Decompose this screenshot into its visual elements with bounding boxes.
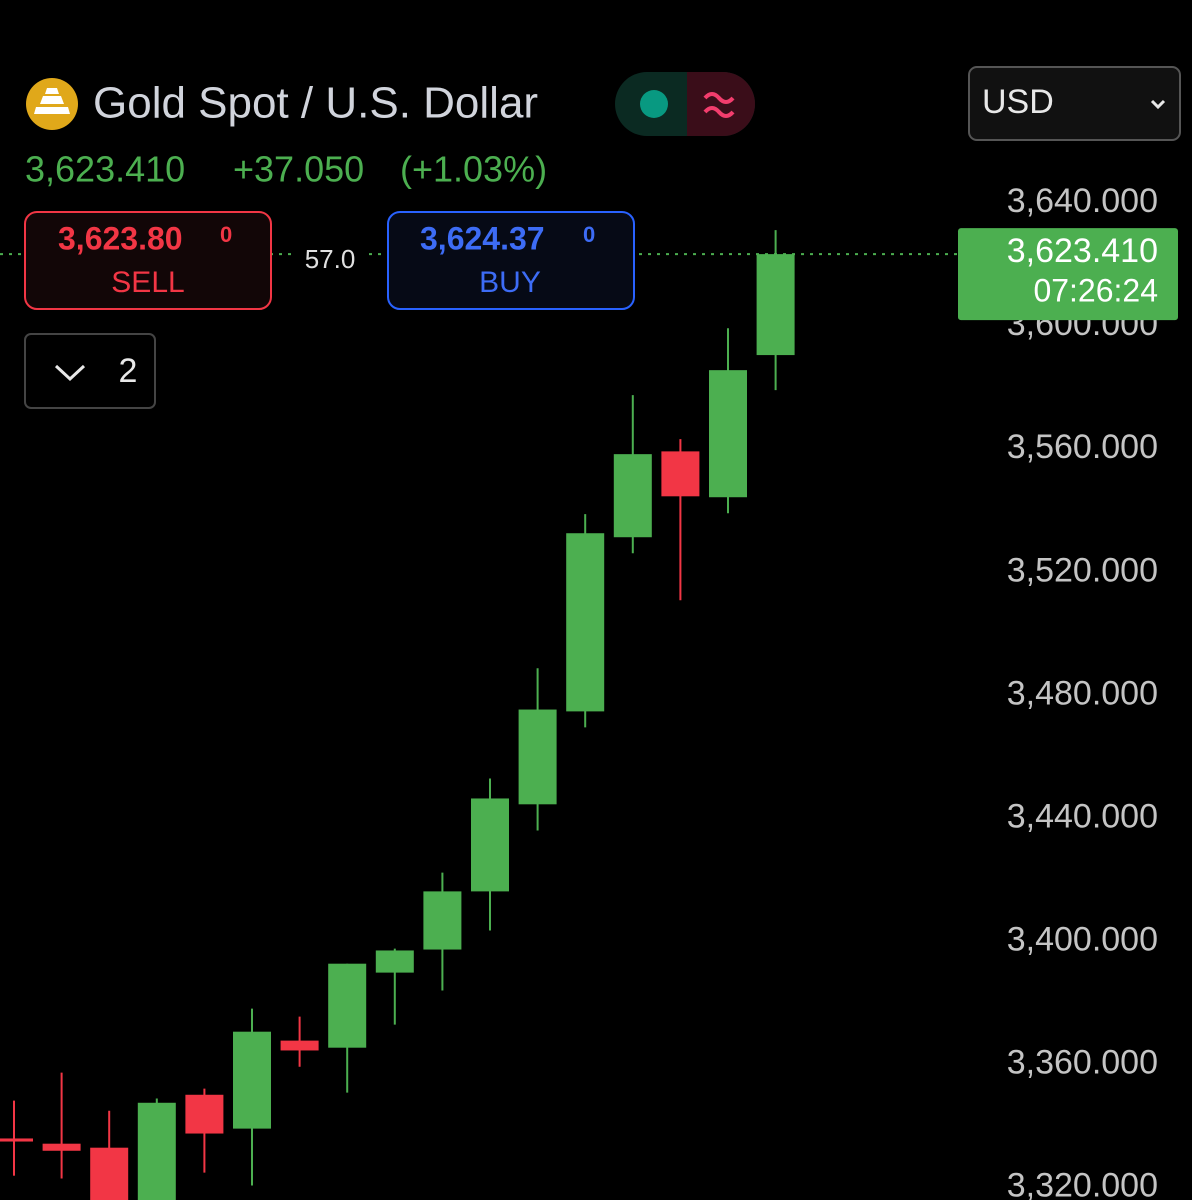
y-tick-label: 3,320.000 xyxy=(1007,1167,1158,1200)
last-price: 3,623.410 xyxy=(25,149,185,190)
symbol-title: Gold Spot / U.S. Dollar xyxy=(93,79,538,128)
currency-label: USD xyxy=(982,83,1054,121)
candle-body xyxy=(137,1102,176,1200)
candle-body xyxy=(566,533,605,712)
candle-body xyxy=(756,254,795,356)
candle-body xyxy=(0,1138,33,1142)
buy-button[interactable] xyxy=(387,211,635,310)
spread: 57.0 xyxy=(305,244,356,274)
y-tick-label: 3,400.000 xyxy=(1007,921,1158,959)
candle-body xyxy=(233,1031,271,1129)
sell-pip: 0 xyxy=(220,222,232,247)
status-toggle-right xyxy=(687,72,755,136)
candle-body xyxy=(280,1040,319,1051)
delay-icon xyxy=(703,92,735,118)
candle-body xyxy=(613,454,652,538)
buy-label: BUY xyxy=(479,266,541,299)
gold-bars-icon xyxy=(34,88,70,114)
y-tick-label: 3,520.000 xyxy=(1007,551,1158,589)
buy-price: 3,624.37 xyxy=(420,220,545,256)
sell-price: 3,623.80 xyxy=(58,220,183,256)
layers-chevron xyxy=(54,364,86,382)
price-label-bg xyxy=(958,228,1178,321)
y-tick-label: 3,560.000 xyxy=(1007,428,1158,466)
currency-select[interactable] xyxy=(968,66,1181,141)
candle-body xyxy=(185,1094,224,1134)
y-tick-label: 3,640.000 xyxy=(1007,182,1158,220)
candle-body xyxy=(709,370,747,498)
y-tick-label: 3,480.000 xyxy=(1007,674,1158,712)
sell-button[interactable] xyxy=(24,211,272,310)
layers-toggle[interactable] xyxy=(24,333,156,409)
price-change: +37.050 xyxy=(233,149,364,190)
candle-body xyxy=(518,709,557,805)
price-label-value: 3,623.410 xyxy=(1007,232,1158,270)
y-tick-label: 3,440.000 xyxy=(1007,797,1158,835)
candle-body xyxy=(375,950,414,973)
candle-body xyxy=(423,891,462,950)
candle-body xyxy=(42,1143,81,1151)
sell-label: SELL xyxy=(111,266,184,299)
layers-count: 2 xyxy=(119,352,138,390)
candles xyxy=(0,230,795,1200)
y-axis: 3,320.000 3,360.000 3,400.000 3,440.000 3,48… xyxy=(1007,182,1158,1200)
bar-countdown: 07:26:24 xyxy=(1033,273,1158,309)
price-label: 3,623.410 07:26:24 xyxy=(958,228,1178,321)
candle-body xyxy=(661,451,700,497)
buy-pip: 0 xyxy=(583,222,595,247)
market-open-dot xyxy=(640,90,668,118)
candle-body xyxy=(328,963,367,1048)
dropdown-chevron xyxy=(1150,99,1166,110)
spread-bg xyxy=(292,244,368,276)
price-change-percent: (+1.03%) xyxy=(400,149,547,190)
candle-body xyxy=(471,798,509,892)
y-tick-label: 3,360.000 xyxy=(1007,1044,1158,1082)
candle-body xyxy=(90,1147,129,1200)
